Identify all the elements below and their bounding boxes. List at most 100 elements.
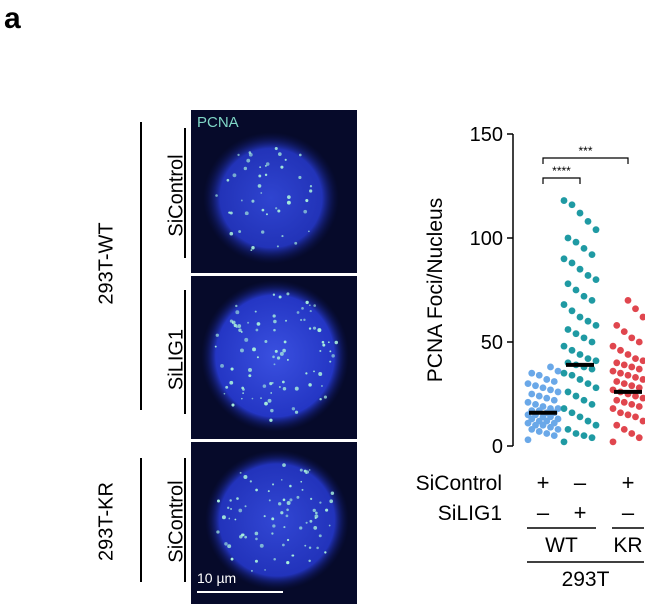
data-point — [550, 396, 558, 404]
data-point — [528, 369, 536, 377]
focus-dot — [274, 349, 278, 353]
focus-dot — [261, 230, 265, 234]
data-point — [592, 357, 600, 365]
data-point — [568, 409, 576, 417]
focus-dot — [305, 372, 308, 375]
focus-dot — [286, 292, 290, 296]
focus-dot — [308, 230, 310, 233]
focus-dot — [230, 367, 234, 371]
focus-dot — [285, 319, 288, 322]
focus-dot — [244, 505, 247, 508]
data-point — [554, 367, 562, 375]
focus-dot — [247, 321, 250, 324]
focus-dot — [256, 322, 261, 326]
focus-dot — [255, 328, 259, 332]
focus-dot — [318, 534, 322, 538]
data-point — [639, 313, 645, 321]
data-point — [564, 425, 572, 433]
focus-dot — [257, 184, 262, 188]
focus-dot — [241, 533, 245, 537]
significance-bracket — [542, 157, 629, 164]
focus-dot — [243, 475, 248, 480]
data-point — [584, 217, 592, 225]
data-point — [576, 209, 584, 217]
focus-dot — [223, 392, 226, 395]
focus-dot — [330, 491, 335, 495]
data-point — [576, 376, 584, 383]
focus-dot — [259, 166, 262, 169]
data-point — [576, 265, 584, 273]
data-point — [628, 382, 636, 390]
focus-dot — [282, 543, 285, 547]
focus-dot — [215, 194, 218, 197]
focus-dot — [321, 340, 325, 344]
focus-dot — [305, 300, 309, 305]
focus-dot — [216, 499, 220, 503]
focus-dot — [296, 495, 300, 499]
focus-dot — [244, 211, 249, 216]
focus-dot — [308, 383, 312, 387]
data-point — [560, 405, 568, 412]
focus-dot — [251, 397, 254, 400]
focus-dot — [276, 356, 281, 360]
focus-dot — [282, 498, 286, 502]
significance-label: *** — [578, 144, 592, 158]
data-point — [588, 297, 596, 304]
data-point — [584, 317, 592, 325]
focus-dot — [310, 497, 313, 500]
data-point — [609, 438, 617, 446]
focus-dot — [271, 381, 274, 384]
data-point — [568, 201, 576, 209]
data-point — [539, 403, 547, 410]
data-point — [584, 355, 592, 363]
focus-dot — [308, 469, 311, 471]
data-point — [568, 346, 576, 354]
focus-dot — [254, 531, 259, 536]
data-point — [624, 297, 632, 304]
data-point — [620, 398, 628, 406]
y-tick-label: 0 — [492, 436, 503, 458]
data-point — [617, 409, 624, 417]
focus-dot — [249, 480, 252, 483]
micrograph-image-3 — [197, 450, 349, 593]
focus-dot — [226, 178, 230, 182]
focus-dot — [255, 488, 258, 492]
group-label: WT — [545, 534, 578, 557]
focus-dot — [284, 158, 287, 161]
data-point — [584, 272, 592, 279]
data-point — [628, 363, 636, 371]
focus-dot — [254, 559, 258, 563]
condition-sign: + — [622, 470, 635, 495]
focus-dot — [312, 508, 316, 513]
focus-dot — [286, 358, 289, 361]
focus-dot — [238, 230, 242, 233]
condition-sign: – — [537, 500, 550, 525]
focus-dot — [252, 347, 256, 352]
focus-dot — [271, 517, 275, 521]
focus-dot — [230, 508, 233, 510]
focus-dot — [294, 241, 298, 245]
focus-dot — [308, 559, 311, 563]
data-point — [639, 394, 645, 402]
focus-dot — [240, 199, 243, 202]
focus-dot — [260, 192, 263, 194]
focus-dot — [264, 339, 268, 343]
data-point — [620, 361, 628, 369]
data-point — [584, 380, 592, 387]
group-label-wt: 293T-WT — [95, 222, 118, 305]
focus-dot — [244, 337, 249, 342]
data-point — [592, 384, 600, 392]
data-point — [560, 255, 568, 263]
focus-dot — [324, 551, 327, 554]
focus-dot — [261, 208, 265, 212]
focus-dot — [289, 498, 293, 502]
focus-dot — [231, 403, 235, 407]
focus-dot — [268, 499, 271, 502]
data-point — [613, 359, 621, 367]
focus-dot — [229, 380, 234, 385]
data-point — [628, 430, 636, 437]
focus-dot — [270, 392, 273, 394]
condition-sign: – — [622, 500, 635, 525]
focus-dot — [278, 502, 282, 506]
row-bar-1 — [184, 128, 186, 258]
